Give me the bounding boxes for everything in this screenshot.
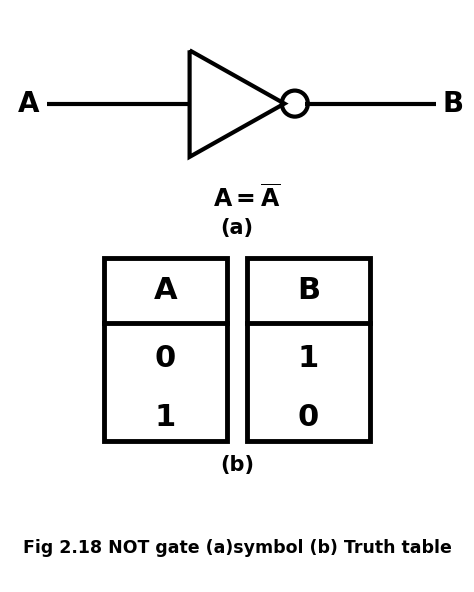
Text: B: B xyxy=(442,89,463,118)
Bar xyxy=(247,258,370,441)
Text: 1: 1 xyxy=(298,344,319,372)
Text: (b): (b) xyxy=(220,455,254,475)
Text: (a): (a) xyxy=(220,218,254,238)
Text: A: A xyxy=(18,89,39,118)
Text: B: B xyxy=(297,276,320,304)
Text: 1: 1 xyxy=(155,403,176,432)
Text: 0: 0 xyxy=(155,344,176,372)
Bar xyxy=(104,258,227,441)
Text: $\mathbf{A = \overline{A}}$: $\mathbf{A = \overline{A}}$ xyxy=(213,184,280,213)
Text: Fig 2.18 NOT gate (a)symbol (b) Truth table: Fig 2.18 NOT gate (a)symbol (b) Truth ta… xyxy=(23,539,451,556)
Text: 0: 0 xyxy=(298,403,319,432)
Text: A: A xyxy=(154,276,177,304)
